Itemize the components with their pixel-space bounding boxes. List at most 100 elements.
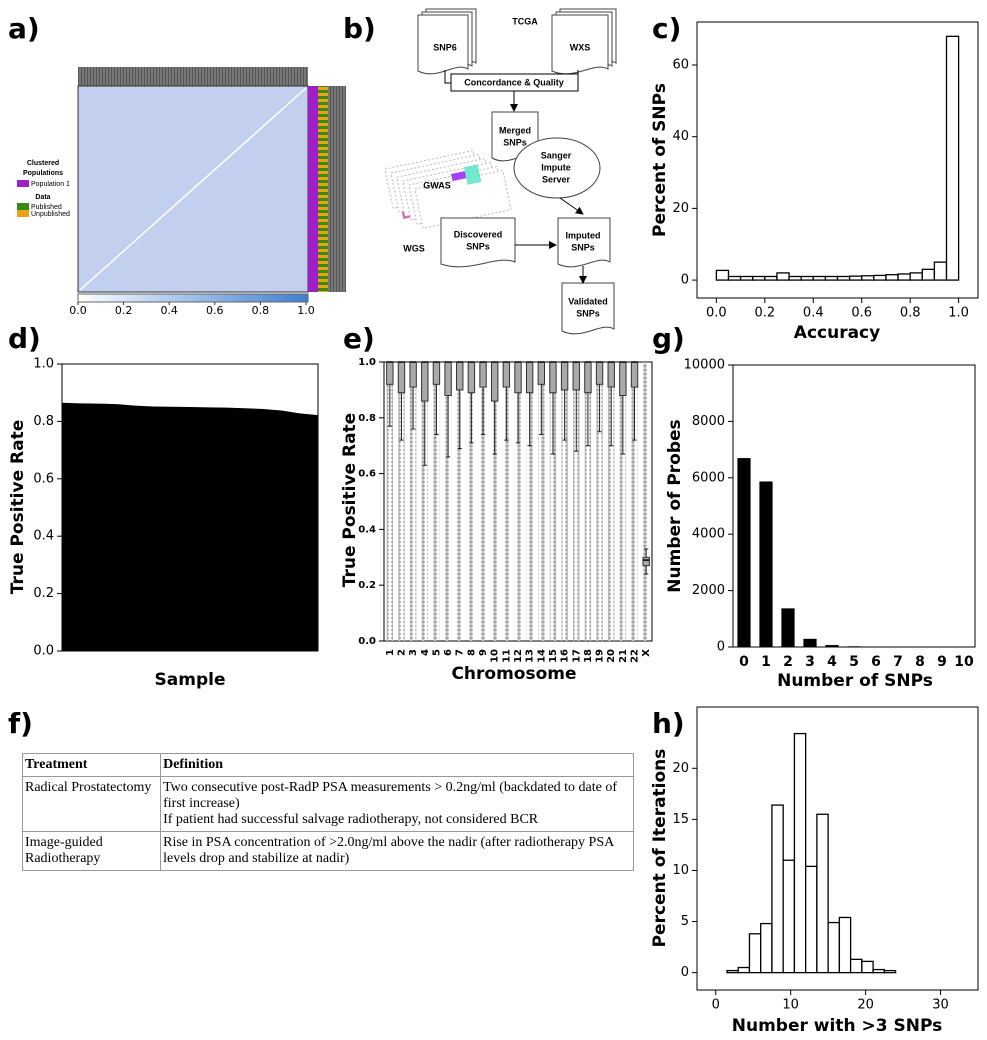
legend-swatch [17, 210, 29, 217]
histogram-bar [872, 968, 885, 974]
heatmap-diagonal [79, 87, 307, 291]
x-tick-label: 17 [571, 649, 582, 663]
box [479, 361, 487, 388]
x-tick-label: 8 [915, 654, 925, 670]
x-axis-label: Accuracy [794, 323, 880, 343]
strip-points [468, 362, 475, 641]
box [549, 361, 557, 394]
x-axis-label: Chromosome [451, 664, 576, 684]
box [537, 361, 546, 385]
node-label: SNPs [576, 308, 600, 318]
x-tick-label: 1 [385, 649, 396, 656]
x-tick-label: 3 [408, 649, 419, 656]
panel-label: e) [343, 322, 375, 355]
strip-points [491, 362, 498, 641]
colorbar-tick-label: 0.0 [69, 304, 87, 317]
table-cell: Image-guided Radiotherapy [21, 831, 162, 871]
cell-line: If patient had successful salvage radiot… [163, 812, 539, 827]
x-tick-label: 19 [595, 649, 606, 663]
x-tick-label: 30 [932, 998, 949, 1013]
x-tick-label: 4 [420, 649, 431, 656]
y-tick-label: 8000 [692, 414, 725, 429]
y-axis-label: Percent of Iterations [650, 749, 670, 948]
plot-frame [696, 21, 979, 299]
histogram-bar [771, 804, 784, 974]
gwas-band [463, 164, 482, 185]
x-tick-label: 14 [536, 649, 547, 663]
table-cell: Radical Prostatectomy [21, 776, 162, 832]
box [630, 361, 639, 388]
x-axis-label: Number of SNPs [777, 671, 933, 691]
cell-line: Rise in PSA concentration of >2.0ng/ml a… [163, 835, 614, 866]
x-tick-label: 12 [513, 649, 524, 663]
y-tick-label: 0.6 [33, 471, 54, 486]
x-axis-label: Sample [155, 670, 226, 690]
node-label: GWAS [423, 180, 451, 190]
strip-points [386, 362, 394, 641]
strip-points [514, 362, 522, 641]
histogram-bar [885, 274, 899, 281]
strip-points [526, 362, 533, 641]
panel-label: f) [8, 707, 33, 740]
x-tick-label: 6 [443, 649, 454, 656]
panel-label: d) [8, 322, 41, 355]
x-tick-label: X [641, 649, 652, 657]
x-tick-label: 13 [525, 649, 536, 663]
y-tick-label: 0.0 [358, 636, 376, 647]
histogram-bar [788, 275, 802, 281]
node-label: Validated [568, 296, 608, 306]
x-tick-label: 0.6 [851, 306, 872, 321]
x-tick-label: 10 [954, 654, 974, 670]
histogram-bar [782, 859, 796, 974]
y-axis-label: True Positive Rate [8, 420, 28, 594]
colorbar-tick-label: 0.2 [115, 304, 133, 317]
histogram-bar [737, 966, 751, 974]
box [386, 361, 394, 385]
node-label: Imputed [566, 230, 601, 240]
node-label: Sanger [541, 150, 572, 160]
y-tick-label: 0.2 [358, 580, 376, 591]
x-tick-label: 15 [548, 649, 559, 663]
strip-points [456, 362, 463, 641]
histogram-bar [726, 969, 739, 974]
y-tick-label: 2000 [692, 583, 725, 598]
histogram-bar [827, 921, 841, 974]
x-tick-label: 9 [937, 654, 947, 670]
x-tick-label: 10 [782, 998, 799, 1013]
x-axis-label: Number with >3 SNPs [732, 1016, 942, 1036]
legend-title: Data [35, 194, 50, 201]
x-tick-label: 2 [783, 654, 793, 670]
histogram-bar [838, 916, 852, 974]
box [490, 361, 499, 402]
document-shape [417, 14, 469, 75]
strip-points [479, 362, 487, 641]
histogram-bar [739, 275, 754, 281]
y-tick-label: 0 [681, 965, 689, 980]
y-axis-label: Percent of SNPs [650, 83, 670, 237]
y-tick-label: 10000 [684, 358, 725, 373]
x-tick-label: 1.0 [948, 306, 969, 321]
box [560, 361, 569, 391]
histogram-bar [945, 35, 960, 281]
strip-points [398, 362, 405, 641]
box [525, 361, 534, 394]
node-label: SNPs [571, 242, 595, 252]
header-cell: Definition [160, 753, 634, 777]
strip-points [503, 362, 510, 641]
box [409, 361, 417, 388]
table-row: Radical Prostatectomy Two consecutive pos… [21, 776, 634, 832]
box [514, 361, 522, 394]
histogram-bar [883, 969, 897, 974]
x-tick-label: 18 [583, 649, 594, 663]
y-tick-label: 0.0 [33, 644, 54, 659]
y-tick-label: 4000 [692, 527, 725, 542]
y-tick-label: 60 [672, 58, 689, 73]
box [572, 361, 580, 391]
histogram-bar [812, 275, 827, 281]
x-tick-label: 8 [466, 649, 477, 656]
document-shape [440, 217, 516, 268]
strip-points [619, 362, 627, 641]
panel-label: g) [652, 322, 685, 355]
node-label: Discovered [454, 229, 503, 239]
